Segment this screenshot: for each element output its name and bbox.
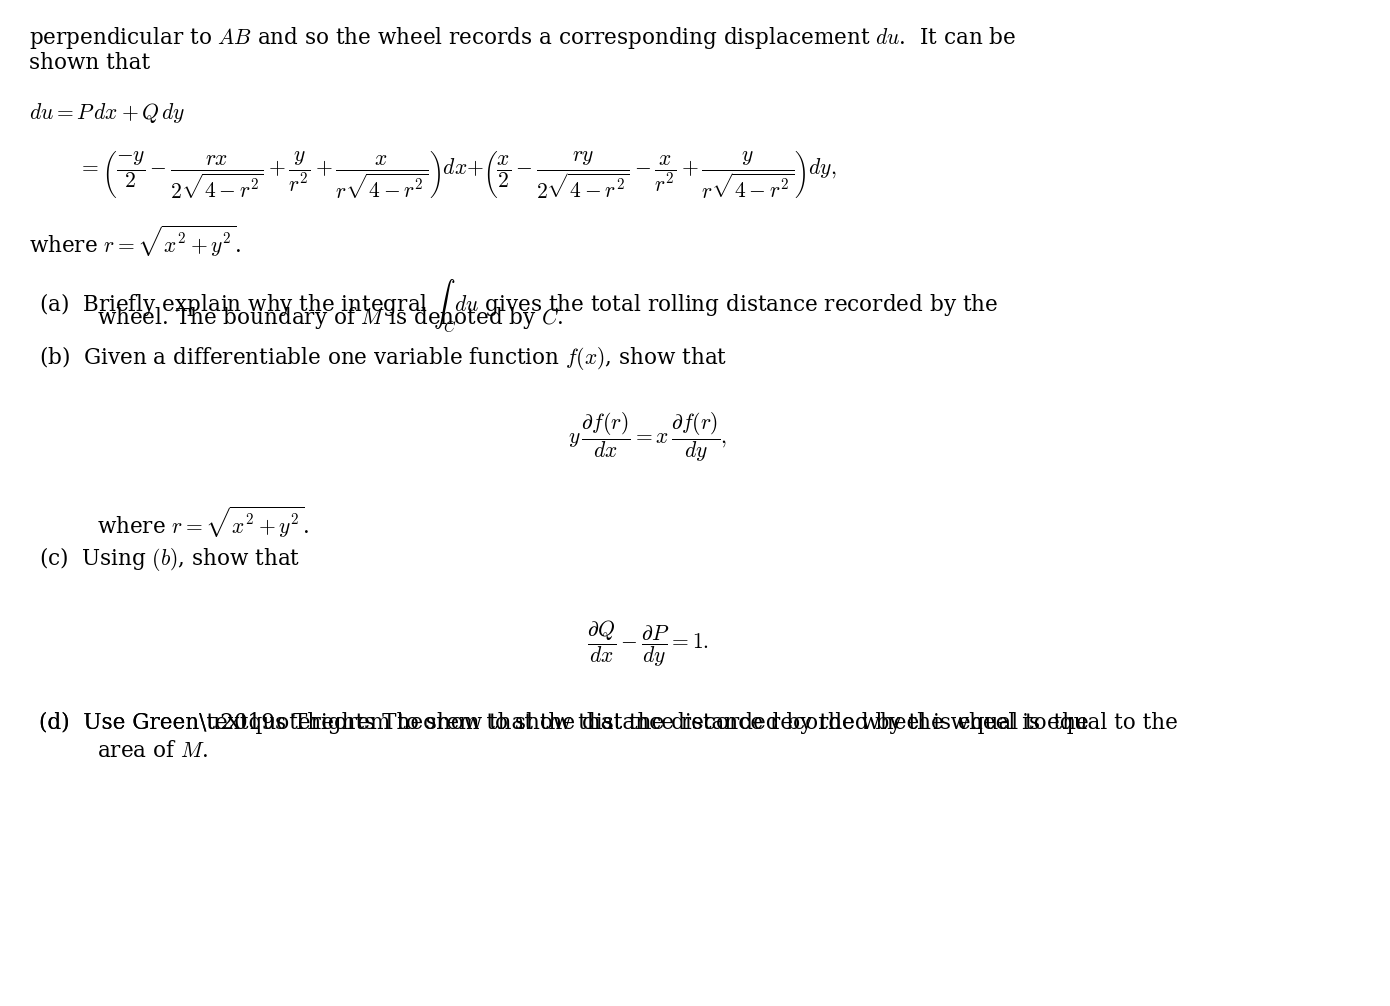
Text: (a)  Briefly explain why the integral $\int_C du$ gives the total rolling distan: (a) Briefly explain why the integral $\i… bbox=[39, 277, 998, 334]
Text: (d)  Use Green\textquoterights Theorem to show that the distance recorded by the: (d) Use Green\textquoterights Theorem to… bbox=[39, 712, 1177, 734]
Text: $\dfrac{\partial Q}{dx} - \dfrac{\partial P}{dy} = 1.$: $\dfrac{\partial Q}{dx} - \dfrac{\partia… bbox=[587, 619, 709, 669]
Text: area of $M$.: area of $M$. bbox=[97, 740, 208, 763]
Text: (c)  Using $(b)$, show that: (c) Using $(b)$, show that bbox=[39, 545, 300, 573]
Text: wheel. The boundary of $M$ is denoted by $C$.: wheel. The boundary of $M$ is denoted by… bbox=[97, 305, 564, 331]
Text: $= \left(\dfrac{-y}{2} - \dfrac{rx}{2\sqrt{4-r^2}} + \dfrac{y}{r^2} + \dfrac{x}{: $= \left(\dfrac{-y}{2} - \dfrac{rx}{2\sq… bbox=[78, 149, 837, 200]
Text: where $r = \sqrt{x^2+y^2}$.: where $r = \sqrt{x^2+y^2}$. bbox=[97, 505, 310, 540]
Text: perpendicular to $AB$ and so the wheel records a corresponding displacement $du$: perpendicular to $AB$ and so the wheel r… bbox=[29, 25, 1016, 51]
Text: (b)  Given a differentiable one variable function $f(x)$, show that: (b) Given a differentiable one variable … bbox=[39, 344, 727, 372]
Text: shown that: shown that bbox=[29, 52, 150, 74]
Text: where $r = \sqrt{x^2+y^2}$.: where $r = \sqrt{x^2+y^2}$. bbox=[29, 223, 240, 259]
Text: (d)  Use Green\u2019s Theorem to show that the distance recorded by the wheel is: (d) Use Green\u2019s Theorem to show tha… bbox=[39, 712, 1088, 734]
Text: $du = P\,dx + Q\,dy$: $du = P\,dx + Q\,dy$ bbox=[29, 101, 185, 125]
Text: $y\,\dfrac{\partial f(r)}{dx} = x\,\dfrac{\partial f(r)}{dy},$: $y\,\dfrac{\partial f(r)}{dx} = x\,\dfra… bbox=[569, 410, 728, 464]
